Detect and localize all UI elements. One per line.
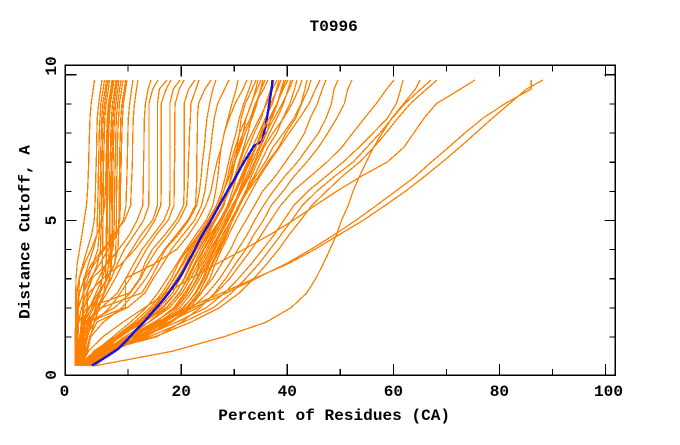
svg-text:80: 80 bbox=[490, 383, 509, 401]
svg-text:Percent of Residues (CA): Percent of Residues (CA) bbox=[218, 407, 450, 425]
svg-text:40: 40 bbox=[278, 383, 297, 401]
svg-text:20: 20 bbox=[172, 383, 191, 401]
svg-text:T0996: T0996 bbox=[310, 18, 358, 36]
svg-text:10: 10 bbox=[43, 56, 61, 75]
svg-text:100: 100 bbox=[594, 383, 623, 401]
svg-text:0: 0 bbox=[43, 370, 61, 380]
svg-text:Distance Cutoff, A: Distance Cutoff, A bbox=[17, 145, 35, 319]
svg-text:0: 0 bbox=[60, 383, 70, 401]
svg-text:5: 5 bbox=[43, 216, 61, 226]
svg-text:60: 60 bbox=[384, 383, 403, 401]
